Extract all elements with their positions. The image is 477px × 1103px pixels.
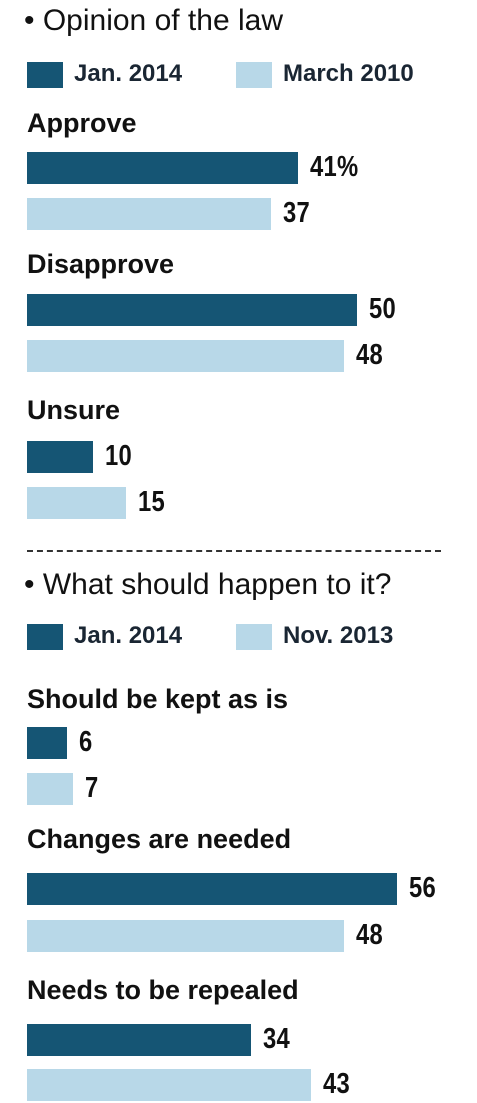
legend-swatch-opinion-0 [27,62,63,88]
value-label-future-1-series-0: 56 [409,872,436,904]
category-label-future-1: Changes are needed [27,824,292,854]
chart-title-future: • What should happen to it? [24,568,392,601]
legend-swatch-future-0 [27,624,63,650]
chart-title-opinion: • Opinion of the law [24,4,283,37]
value-label-opinion-1-series-0: 50 [369,293,396,325]
legend-label-opinion-0: Jan. 2014 [74,60,183,87]
bar-opinion-0-series-0 [27,152,298,184]
bar-opinion-2-series-0 [27,441,93,473]
legend-swatch-opinion-1 [236,62,272,88]
value-label-opinion-2-series-0: 10 [105,440,132,472]
bar-opinion-0-series-1 [27,198,271,230]
legend-label-future-1: Nov. 2013 [283,622,394,649]
value-label-opinion-1-series-1: 48 [356,339,383,371]
value-label-future-1-series-1: 48 [356,919,383,951]
bar-future-1-series-0 [27,873,397,905]
bar-future-2-series-1 [27,1069,311,1101]
bar-opinion-2-series-1 [27,487,126,519]
bar-future-2-series-0 [27,1024,251,1056]
legend-swatch-future-1 [236,624,272,650]
bar-opinion-1-series-0 [27,294,357,326]
bar-opinion-1-series-1 [27,340,344,372]
value-label-future-2-series-1: 43 [323,1068,350,1100]
value-label-opinion-0-series-0: 41% [310,151,359,183]
category-label-future-0: Should be kept as is [27,684,289,714]
legend-label-future-0: Jan. 2014 [74,622,183,649]
value-label-future-0-series-1: 7 [85,772,99,804]
bar-future-0-series-1 [27,773,73,805]
category-label-future-2: Needs to be repealed [27,975,299,1005]
category-label-opinion-2: Unsure [27,395,121,425]
category-label-opinion-0: Approve [27,108,137,138]
legend-label-opinion-1: March 2010 [283,60,414,87]
value-label-future-2-series-0: 34 [263,1023,290,1055]
value-label-opinion-2-series-1: 15 [138,486,165,518]
value-label-future-0-series-0: 6 [79,726,93,758]
value-label-opinion-0-series-1: 37 [283,197,310,229]
bar-future-1-series-1 [27,920,344,952]
category-label-opinion-1: Disapprove [27,249,175,279]
section-divider [27,550,441,552]
bar-future-0-series-0 [27,727,67,759]
